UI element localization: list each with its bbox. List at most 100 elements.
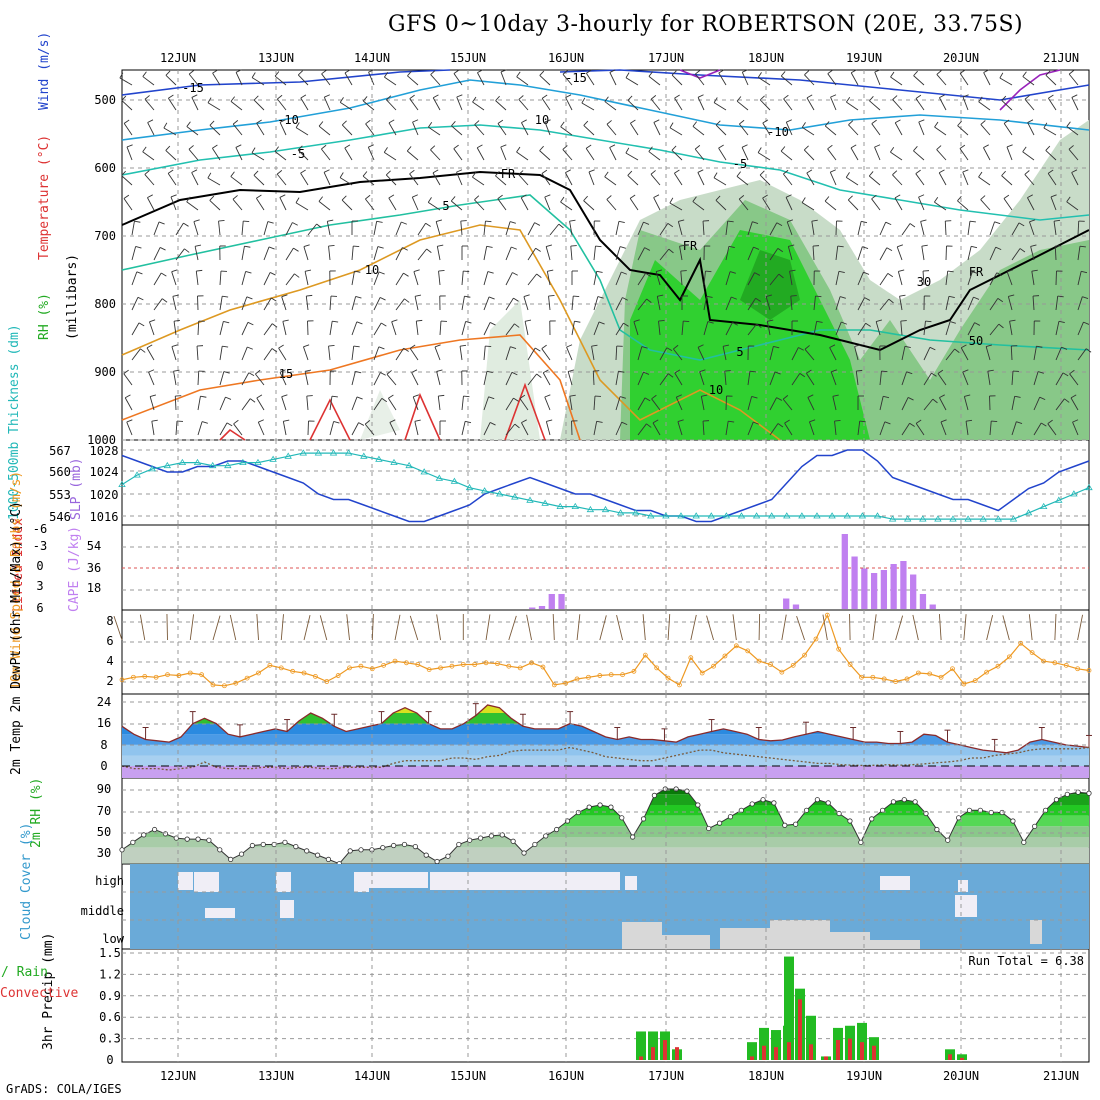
wind-barb bbox=[1030, 246, 1035, 261]
wind-barb bbox=[963, 396, 969, 411]
wind-barb bbox=[536, 373, 542, 379]
wind-barb bbox=[718, 72, 727, 86]
wind-barb bbox=[386, 373, 397, 386]
wind-barb bbox=[757, 147, 762, 153]
rh-point bbox=[510, 838, 516, 844]
wind-barb bbox=[1022, 146, 1027, 153]
wind-barb bbox=[368, 69, 375, 73]
wind-barb bbox=[566, 344, 573, 348]
wind-barb bbox=[153, 298, 163, 311]
wind-barb bbox=[321, 73, 331, 86]
wind-barb bbox=[303, 346, 309, 361]
wind-barb bbox=[329, 421, 335, 436]
wind-barb bbox=[806, 97, 815, 111]
wind-barb bbox=[485, 220, 492, 223]
wind-barb-10m bbox=[849, 614, 851, 641]
wind-barb bbox=[409, 94, 415, 100]
thickness-point bbox=[269, 455, 277, 462]
wind-barb bbox=[267, 221, 274, 224]
wind-barb bbox=[989, 272, 998, 286]
wind-speed-point bbox=[733, 643, 739, 649]
wind-barb bbox=[436, 219, 443, 222]
wind-barb bbox=[451, 120, 456, 127]
wind-barb bbox=[832, 396, 837, 411]
wind-barb bbox=[483, 346, 486, 361]
wind-speed-point bbox=[642, 652, 648, 658]
wind-barb bbox=[212, 72, 221, 86]
rh-point bbox=[195, 836, 201, 842]
wind-barb bbox=[593, 296, 599, 311]
wind-speed-point bbox=[438, 665, 443, 671]
wind-barb bbox=[769, 222, 778, 236]
wind-barb bbox=[565, 169, 571, 174]
wind-barb bbox=[223, 371, 230, 374]
wind-barb bbox=[787, 246, 793, 261]
contour-label: -5 bbox=[291, 147, 305, 161]
wind-barb bbox=[197, 370, 200, 386]
wind-barb bbox=[518, 174, 529, 186]
wind-barb bbox=[362, 171, 368, 177]
wind-barb bbox=[816, 320, 823, 323]
wind-barb bbox=[539, 75, 551, 86]
contour-label: 10 bbox=[365, 263, 379, 277]
wind-barb bbox=[144, 95, 150, 100]
wind-barb bbox=[521, 422, 529, 436]
contour-line bbox=[121, 194, 1090, 361]
wind-barb bbox=[232, 119, 239, 125]
wind-barb bbox=[940, 421, 947, 436]
wind-barb bbox=[380, 372, 386, 376]
wind-barb bbox=[738, 194, 745, 200]
wind-barb bbox=[378, 346, 385, 350]
wind-barb bbox=[680, 271, 683, 286]
wind-barb bbox=[414, 419, 421, 422]
precip-conv-bar bbox=[787, 1042, 791, 1060]
wind-barb bbox=[304, 269, 312, 272]
wind-barb bbox=[769, 397, 777, 411]
wind-barb bbox=[783, 173, 793, 186]
wind-barb bbox=[824, 196, 830, 202]
wind-speed-point bbox=[278, 665, 284, 671]
cape-bar bbox=[529, 607, 536, 609]
wind-barb bbox=[263, 221, 269, 236]
rh-point bbox=[130, 839, 136, 845]
wind-tick: 6 bbox=[106, 634, 113, 648]
wind-barb bbox=[1024, 174, 1035, 186]
rh-band bbox=[122, 805, 1089, 816]
cape-bar bbox=[548, 594, 555, 609]
precip-conv-bar bbox=[872, 1045, 876, 1060]
wind-barb bbox=[705, 270, 712, 273]
wind-barb bbox=[1047, 98, 1057, 111]
wind-barb bbox=[527, 373, 537, 386]
wind-barb bbox=[1077, 321, 1084, 336]
wind-barb bbox=[987, 369, 994, 372]
ylabel-rh2m: 2m RH (%) bbox=[29, 778, 44, 848]
wind-barb bbox=[161, 298, 168, 303]
rh-point bbox=[347, 848, 353, 854]
wind-barb bbox=[894, 122, 903, 136]
wind-barb bbox=[570, 246, 573, 261]
date-label-bottom: 18JUN bbox=[748, 1069, 784, 1083]
wind-barb bbox=[566, 346, 573, 361]
wind-barb bbox=[980, 124, 991, 136]
wind-barb bbox=[412, 396, 419, 411]
wind-barb bbox=[967, 296, 974, 311]
wind-barb bbox=[383, 147, 388, 153]
wind-barb bbox=[230, 171, 235, 177]
wind-barb bbox=[278, 344, 284, 349]
wind-barb bbox=[807, 394, 814, 398]
ylabel-convective: Convective bbox=[0, 986, 78, 1001]
wind-barb bbox=[391, 319, 398, 323]
thickness-point bbox=[964, 515, 972, 522]
wind-barb bbox=[945, 348, 955, 361]
wind-barb bbox=[752, 221, 759, 224]
wind-barb bbox=[567, 371, 573, 386]
contour-line bbox=[999, 69, 1061, 111]
thickness-point bbox=[133, 471, 141, 478]
wind-barb bbox=[373, 246, 379, 261]
rh-point bbox=[814, 797, 820, 803]
cape-bar bbox=[910, 574, 917, 609]
wind-barb bbox=[1083, 321, 1090, 325]
wind-barb bbox=[171, 344, 178, 348]
wind-speed-point bbox=[392, 658, 398, 664]
rh-point bbox=[847, 818, 853, 824]
